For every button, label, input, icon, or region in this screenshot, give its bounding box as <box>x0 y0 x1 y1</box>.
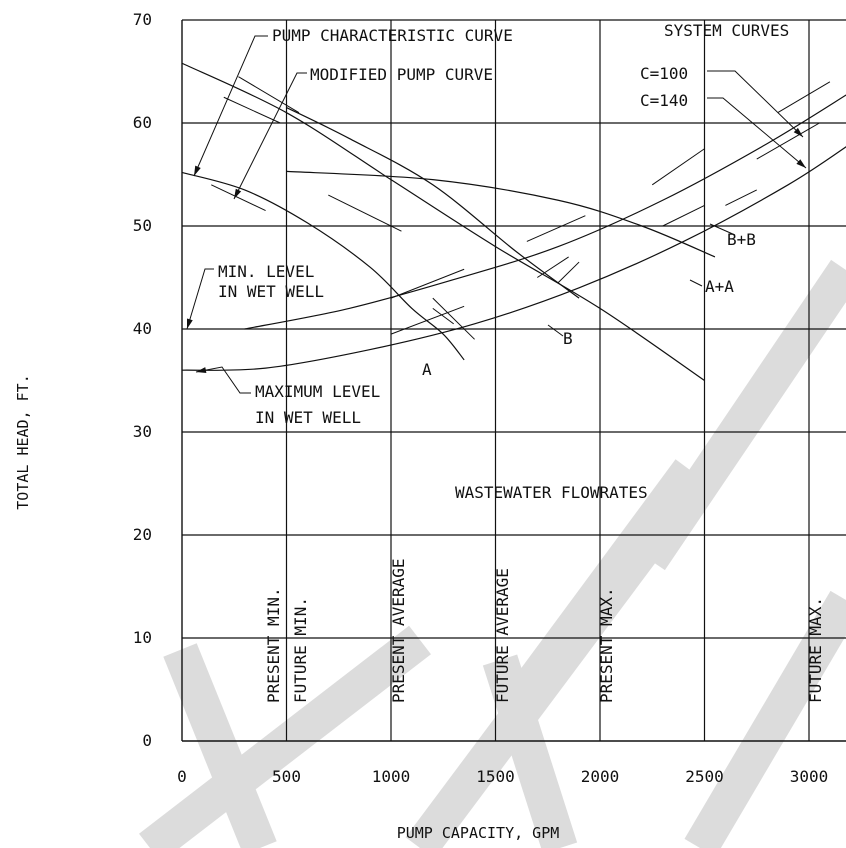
min-level-arrow <box>187 318 193 329</box>
y-tick-label: 20 <box>133 525 152 544</box>
series-line-c-140 <box>181 146 846 371</box>
x-tick-label: 0 <box>177 767 187 786</box>
curve-segment-mark <box>432 307 454 325</box>
annotation-modified-pump-curve: MODIFIED PUMP CURVE <box>310 65 493 84</box>
modified-pump-leader <box>233 72 307 200</box>
y-tick-label: 50 <box>133 216 152 235</box>
c140-arrow <box>796 159 806 168</box>
series-line-b <box>286 107 580 299</box>
max-level-arrow <box>196 367 207 374</box>
flowrate-label: FUTURE MIN. <box>291 597 310 703</box>
flowrate-label: PRESENT MIN. <box>264 587 283 703</box>
c100-leader <box>707 70 804 138</box>
series-line-a <box>181 171 465 361</box>
max-level-leader <box>195 366 251 394</box>
x-tick-label: 1000 <box>372 767 411 786</box>
pump-characteristic-leader <box>193 35 268 177</box>
watermark-stroke <box>684 590 846 848</box>
curve-segment-mark <box>725 189 757 206</box>
curve-segment-mark <box>557 261 580 284</box>
curve-segment-mark <box>238 76 300 114</box>
curve-segment-mark <box>526 215 586 242</box>
x-tick-label: 1500 <box>476 767 515 786</box>
curve-label-c140: C=140 <box>640 91 688 110</box>
curve-segment-mark <box>223 96 281 124</box>
curve-label-b: B <box>563 329 573 348</box>
modified-pump-arrow <box>234 188 242 199</box>
y-tick-label: 0 <box>142 731 152 750</box>
watermark <box>139 259 846 848</box>
series-line-a-a <box>181 62 705 381</box>
pump-characteristic-arrow <box>194 165 201 176</box>
curves <box>181 62 846 381</box>
flowrate-label: FUTURE MAX. <box>806 597 825 703</box>
x-tick-label: 2500 <box>685 767 724 786</box>
curve-segment-mark <box>777 81 831 114</box>
y-tick-label: 70 <box>133 10 152 29</box>
curve-segment-mark <box>328 194 402 232</box>
annotation-maximum-level: MAXIMUM LEVEL <box>255 382 380 401</box>
flowrate-label: PRESENT MAX. <box>597 587 616 703</box>
curve-label-a: A <box>422 360 432 379</box>
series-line-c-100 <box>244 94 846 330</box>
b-plus-b-leader <box>709 223 736 236</box>
curve-segment-mark <box>756 122 820 160</box>
annotation-min-level-2: IN WET WELL <box>218 282 324 301</box>
tick-labels: 0 10 20 30 40 50 60 70 0 500 1000 1500 2000 2500 3000 P… <box>14 10 828 842</box>
y-tick-label: 10 <box>133 628 152 647</box>
axes <box>181 20 846 742</box>
annotation-wastewater-flowrates: WASTEWATER FLOWRATES <box>455 483 648 502</box>
watermark-stroke <box>635 259 846 571</box>
x-tick-label: 2000 <box>581 767 620 786</box>
curve-segment-mark <box>537 256 569 278</box>
y-axis-title: TOTAL HEAD, FT. <box>14 374 32 509</box>
c100-arrow <box>793 127 803 137</box>
watermark-stroke <box>163 643 277 848</box>
watermark-stroke <box>139 625 431 848</box>
curve-label-a-plus-a: A+A <box>705 277 734 296</box>
curve-segment-mark <box>390 268 465 299</box>
y-tick-label: 60 <box>133 113 152 132</box>
y-tick-label: 40 <box>133 319 152 338</box>
curve-segment-mark <box>651 148 705 186</box>
flowrate-label: FUTURE AVERAGE <box>493 568 512 703</box>
annotation-system-curves: SYSTEM CURVES <box>664 21 789 40</box>
y-tick-label: 30 <box>133 422 152 441</box>
b-leader <box>547 324 564 337</box>
x-tick-label: 500 <box>272 767 301 786</box>
x-tick-label: 3000 <box>790 767 829 786</box>
x-axis-title: PUMP CAPACITY, GPM <box>397 824 560 842</box>
curve-segment-mark <box>211 184 266 212</box>
min-level-leader <box>186 268 214 330</box>
watermark-stroke <box>505 459 705 711</box>
annotation-min-level: MIN. LEVEL <box>218 262 314 281</box>
annotation-pump-characteristic-curve: PUMP CHARACTERISTIC CURVE <box>272 26 513 45</box>
c140-leader <box>707 97 807 169</box>
flowrate-label: PRESENT AVERAGE <box>389 559 408 704</box>
curve-segment-mark <box>432 297 475 340</box>
a-plus-a-leader <box>689 279 703 287</box>
annotation-maximum-level-2: IN WET WELL <box>255 408 361 427</box>
series-line-b-b <box>286 170 716 258</box>
curve-segment-mark <box>390 305 465 335</box>
chart-labels: PRESENT AVERAGE FUTURE AVERAGE PRESENT MAX… <box>186 21 825 704</box>
curve-segment-mark <box>662 204 705 227</box>
curve-label-c100: C=100 <box>640 64 688 83</box>
